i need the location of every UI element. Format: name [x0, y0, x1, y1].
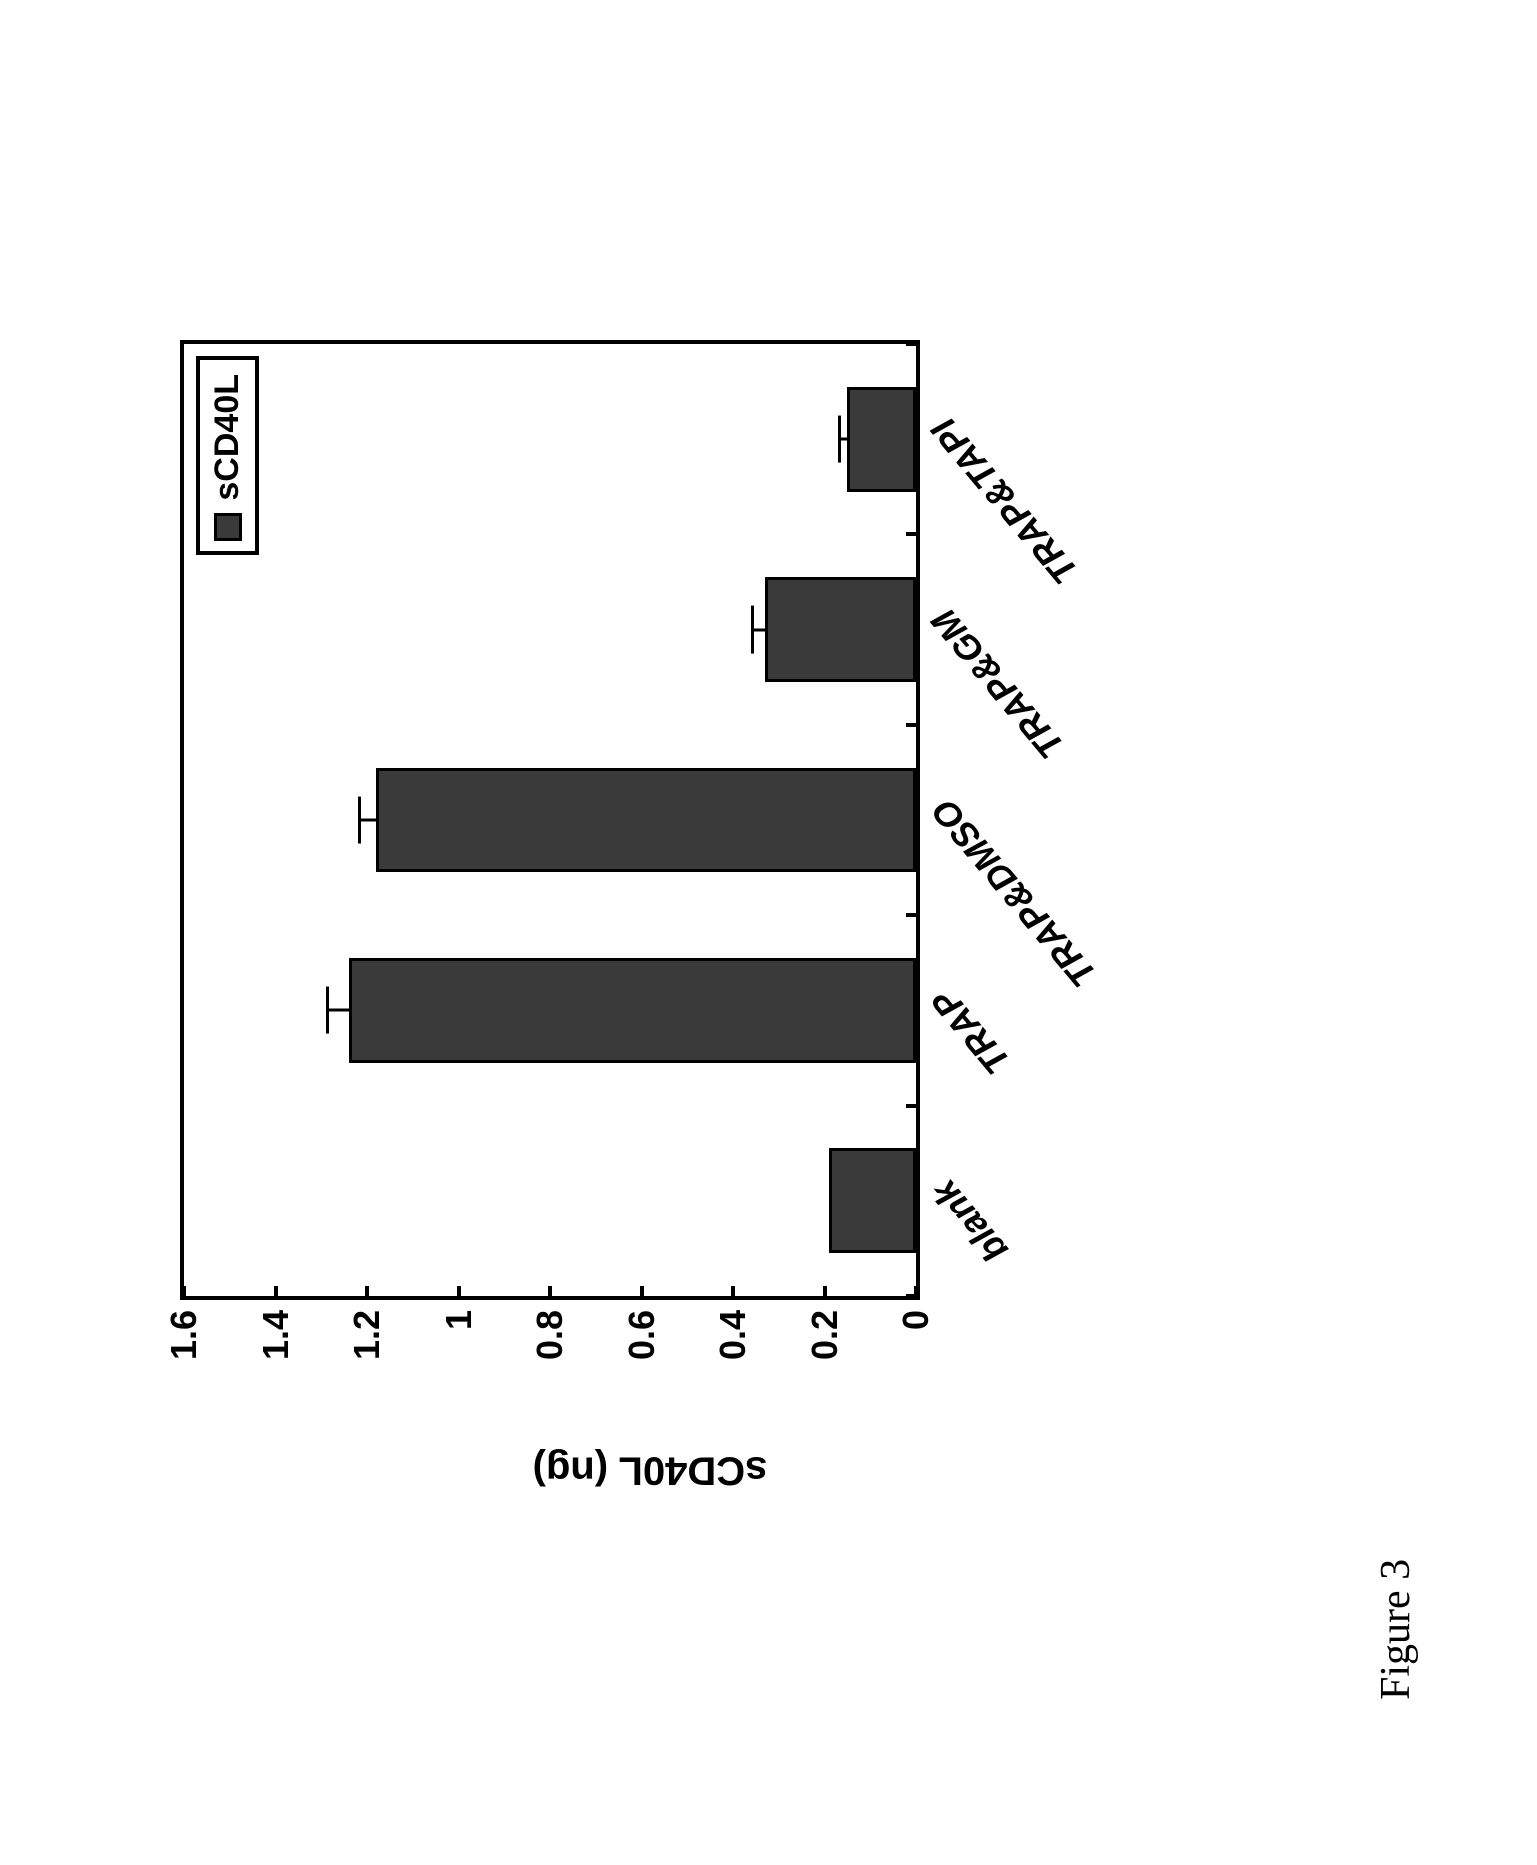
- x-tick-mark: [906, 1294, 920, 1298]
- error-cap: [326, 987, 329, 1034]
- bar: [847, 387, 916, 492]
- y-tick-mark: [640, 1286, 644, 1300]
- legend-swatch-icon: [214, 513, 242, 541]
- x-tick-mark: [906, 532, 920, 536]
- y-tick-label: 0.2: [804, 1310, 846, 1360]
- figure-caption: Figure 3: [1372, 1559, 1420, 1700]
- y-tick-label: 1: [438, 1310, 480, 1330]
- x-tick-label: TRAP&DMSO: [916, 791, 1105, 1002]
- legend: sCD40L: [196, 356, 259, 555]
- y-tick-label: 0.8: [529, 1310, 571, 1360]
- plot-area: sCD40L 00.20.40.60.811.21.41.6blankTRAPT…: [180, 340, 920, 1300]
- x-tick-label: TRAP: [916, 981, 1019, 1089]
- y-tick-mark: [548, 1286, 552, 1300]
- y-tick-label: 0: [895, 1310, 937, 1330]
- bar: [829, 1148, 916, 1253]
- x-tick-mark: [906, 1104, 920, 1108]
- x-tick-label: blank: [916, 1171, 1016, 1276]
- x-tick-label: TRAP&TAPI: [916, 410, 1087, 599]
- y-tick-mark: [823, 1286, 827, 1300]
- y-tick-label: 1.6: [163, 1310, 205, 1360]
- y-tick-mark: [182, 1286, 186, 1300]
- figure-rotated-wrap: Figure 3 sCD40L (ng) sCD40L 00.20.40.60.…: [120, 200, 1420, 1700]
- y-tick-mark: [457, 1286, 461, 1300]
- figure: Figure 3 sCD40L (ng) sCD40L 00.20.40.60.…: [120, 200, 1420, 1700]
- y-tick-label: 1.2: [346, 1310, 388, 1360]
- y-tick-label: 0.4: [712, 1310, 754, 1360]
- error-cap: [358, 796, 361, 843]
- y-tick-label: 1.4: [255, 1310, 297, 1360]
- page: Figure 3 sCD40L (ng) sCD40L 00.20.40.60.…: [0, 0, 1537, 1865]
- bar: [349, 958, 916, 1063]
- x-tick-label: TRAP&GM: [916, 600, 1073, 773]
- error-bar: [326, 1009, 349, 1012]
- y-axis-label: sCD40L (ng): [533, 1448, 768, 1493]
- x-tick-mark: [906, 913, 920, 917]
- y-tick-label: 0.6: [621, 1310, 663, 1360]
- legend-label: sCD40L: [208, 374, 247, 501]
- error-cap: [838, 416, 841, 463]
- x-tick-mark: [906, 342, 920, 346]
- error-cap: [751, 606, 754, 653]
- y-tick-mark: [731, 1286, 735, 1300]
- y-tick-mark: [365, 1286, 369, 1300]
- bar: [765, 577, 916, 682]
- bar: [376, 768, 916, 873]
- chart-container: sCD40L (ng) sCD40L 00.20.40.60.811.21.41…: [160, 260, 1140, 1440]
- y-tick-mark: [274, 1286, 278, 1300]
- x-tick-mark: [906, 723, 920, 727]
